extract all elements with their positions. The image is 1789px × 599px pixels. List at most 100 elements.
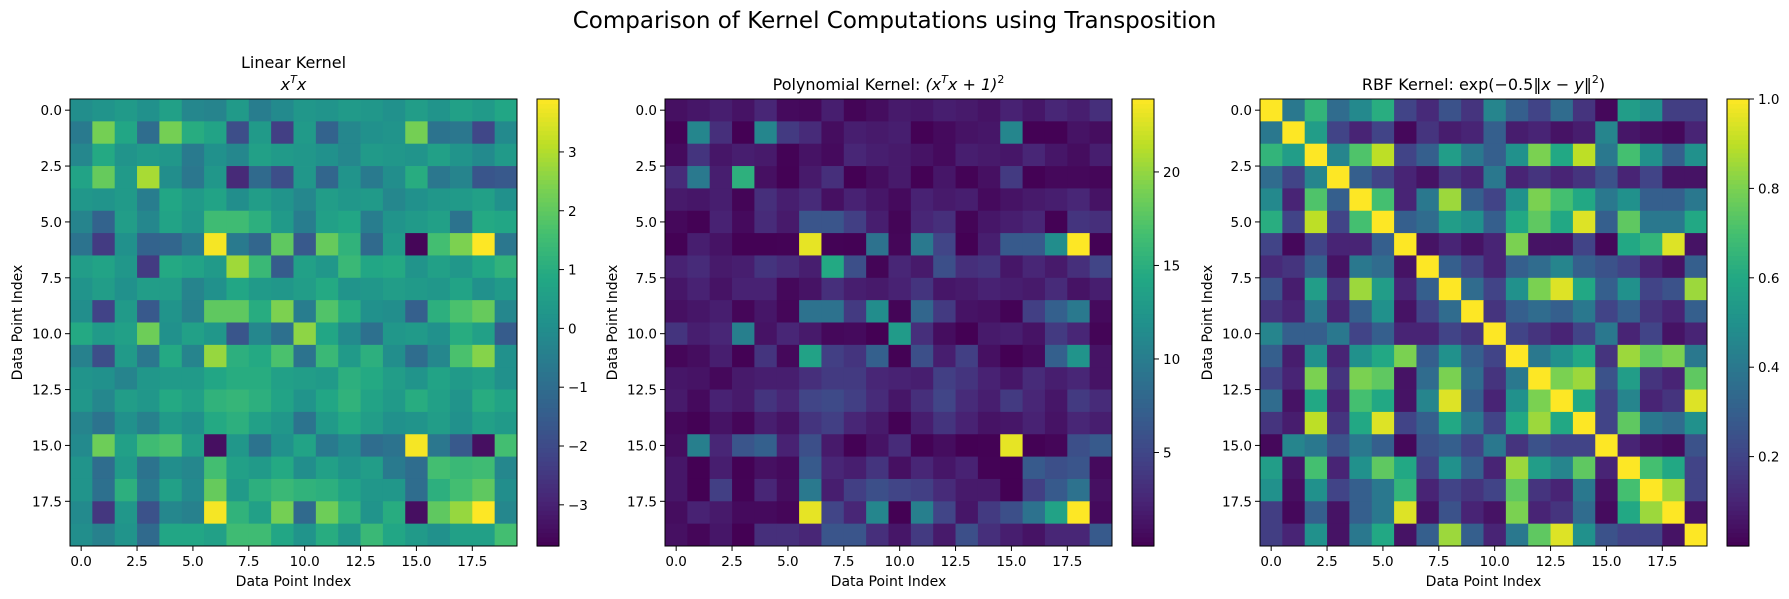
heatmap-cell xyxy=(1371,367,1395,390)
heatmap-cell xyxy=(799,367,822,390)
heatmap-cell xyxy=(1528,478,1551,502)
heatmap-cell xyxy=(888,434,912,457)
colorbar-segment xyxy=(1727,143,1749,149)
heatmap-cell xyxy=(1684,188,1708,212)
colorbar-segment xyxy=(1132,349,1154,355)
heatmap-cell xyxy=(910,188,934,212)
heatmap-cell xyxy=(159,143,183,167)
colorbar-segment xyxy=(1727,116,1749,122)
heatmap-cell xyxy=(248,121,272,145)
heatmap-cell xyxy=(472,300,496,323)
heatmap-cell xyxy=(1595,367,1618,390)
heatmap-cell xyxy=(933,99,956,122)
heatmap-cell xyxy=(1662,99,1686,122)
heatmap-cell xyxy=(977,99,1001,122)
colorbar-segment xyxy=(537,309,559,315)
heatmap-cell xyxy=(1260,344,1283,368)
heatmap-cell xyxy=(1461,300,1484,323)
heatmap-cell xyxy=(776,300,800,323)
heatmap-cell xyxy=(1595,143,1618,167)
heatmap-cell xyxy=(665,121,688,145)
colorbar-segment xyxy=(537,139,559,145)
colorbar-segment xyxy=(537,505,559,511)
heatmap-cell xyxy=(977,478,1001,502)
panel-title: Linear Kernel xyxy=(241,53,346,72)
heatmap-cell xyxy=(1089,523,1113,547)
heatmap-cell xyxy=(1089,344,1113,368)
heatmap-cell xyxy=(226,210,250,234)
heatmap-cell xyxy=(1089,99,1113,122)
heatmap-cell xyxy=(315,478,339,502)
heatmap-cell xyxy=(1260,478,1283,502)
heatmap-cell xyxy=(427,344,451,368)
heatmap-cell xyxy=(799,210,822,234)
heatmap-cell xyxy=(1089,411,1113,435)
colorbar-segment xyxy=(1727,335,1749,341)
heatmap-cell xyxy=(1662,411,1686,435)
heatmap-cell xyxy=(933,233,956,256)
heatmap-cell xyxy=(1349,389,1373,413)
heatmap-cell xyxy=(315,99,339,122)
heatmap-cell xyxy=(1044,255,1068,279)
heatmap-cell xyxy=(687,523,711,547)
heatmap-cell xyxy=(866,523,889,547)
heatmap-cell xyxy=(1595,389,1618,413)
colorbar-segment xyxy=(1132,268,1154,274)
heatmap-cell xyxy=(1394,389,1417,413)
heatmap-cell xyxy=(866,456,889,480)
colorbar-segment xyxy=(1132,192,1154,198)
heatmap-cell xyxy=(933,344,956,368)
colorbar-segment xyxy=(537,277,559,283)
heatmap-cell xyxy=(1022,143,1046,167)
colorbar-segment xyxy=(537,510,559,516)
heatmap-cell xyxy=(866,367,889,390)
heatmap-cell xyxy=(1595,99,1618,122)
colorbar-segment xyxy=(1727,273,1749,279)
heatmap-cell xyxy=(248,143,272,167)
heatmap-cell xyxy=(70,210,93,234)
heatmap-cell xyxy=(360,166,384,189)
colorbar-segment xyxy=(1727,367,1749,373)
heatmap-cell xyxy=(754,210,778,234)
heatmap-cell xyxy=(1327,166,1350,189)
heatmap-cell xyxy=(1022,233,1046,256)
heatmap-cell xyxy=(888,210,912,234)
panel-title-math: xTx xyxy=(280,73,307,94)
colorbar-segment xyxy=(537,255,559,261)
heatmap-cell xyxy=(159,210,183,234)
y-tick-label: 7.5 xyxy=(1231,271,1252,287)
heatmap-cell xyxy=(799,277,822,301)
heatmap-cell xyxy=(1684,523,1708,547)
heatmap-cell xyxy=(1684,367,1708,390)
heatmap-cell xyxy=(1304,478,1328,502)
y-tick-label: 17.5 xyxy=(1222,494,1252,510)
heatmap-cell xyxy=(472,344,496,368)
heatmap-cell xyxy=(1550,434,1574,457)
heatmap-cell xyxy=(293,188,317,212)
heatmap-cell xyxy=(732,166,755,189)
heatmap-cell xyxy=(1000,434,1023,457)
heatmap-cell xyxy=(933,367,956,390)
heatmap-cell xyxy=(204,478,227,502)
colorbar-segment xyxy=(1132,434,1154,440)
colorbar-segment xyxy=(1727,514,1749,520)
heatmap-cell xyxy=(472,255,496,279)
heatmap-cell xyxy=(405,434,428,457)
heatmap-cell xyxy=(360,300,384,323)
heatmap-cell xyxy=(494,277,518,301)
heatmap-cell xyxy=(1684,344,1708,368)
heatmap-cell xyxy=(866,121,889,145)
heatmap-cell xyxy=(1550,478,1574,502)
heatmap-cell xyxy=(338,99,361,122)
heatmap-cell xyxy=(70,367,93,390)
heatmap-cell xyxy=(1349,501,1373,525)
heatmap-cell xyxy=(1416,255,1440,279)
colorbar-segment xyxy=(537,121,559,127)
heatmap-cell xyxy=(472,99,496,122)
heatmap-cell xyxy=(1617,367,1641,390)
heatmap-cell xyxy=(1394,233,1417,256)
colorbar: 0.20.40.60.81.0 xyxy=(1726,92,1779,547)
heatmap-cell xyxy=(1639,300,1663,323)
heatmap-cell xyxy=(1044,300,1068,323)
heatmap-cell xyxy=(732,389,755,413)
